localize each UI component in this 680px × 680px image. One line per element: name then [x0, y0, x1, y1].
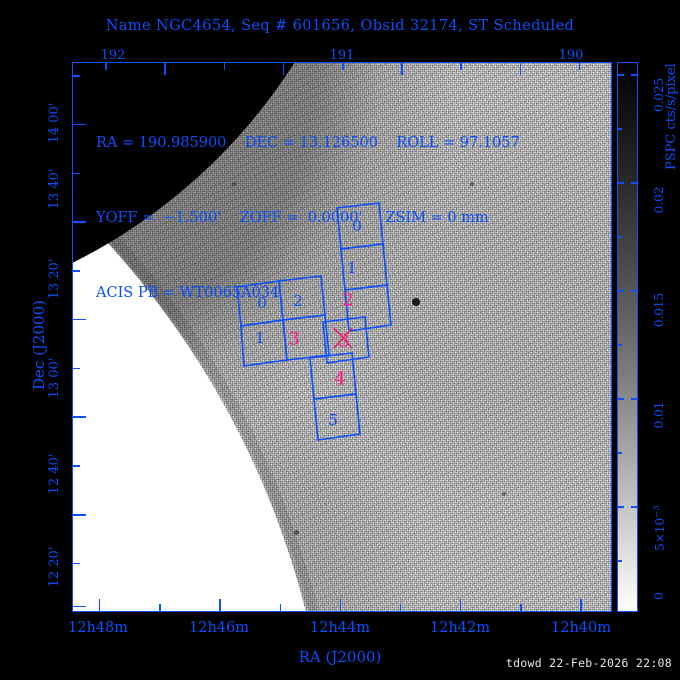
tick-top	[282, 63, 285, 75]
colorbar-tick-label: 0.015	[652, 292, 666, 328]
colorbar-tick	[631, 290, 638, 292]
top-tick-label: 192	[100, 48, 126, 63]
tick-bottom	[520, 604, 522, 611]
acis-i-chip-label-0: 0	[257, 294, 267, 312]
tick-bottom	[580, 599, 582, 611]
top-tick-label: 190	[558, 48, 584, 63]
point-source	[470, 182, 474, 186]
tick-bottom	[399, 604, 402, 611]
colorbar-tick	[617, 506, 624, 508]
colorbar-tick	[617, 128, 622, 130]
tick-left	[73, 605, 86, 608]
acis-s-chip-label-4: 4	[334, 368, 346, 390]
colorbar-tick-label: 0.02	[652, 186, 666, 214]
param-line-acis-pb: ACIS PB = WT0065A034	[96, 285, 280, 301]
tick-left	[73, 75, 80, 77]
colorbar-tick	[617, 398, 624, 400]
tick-bottom	[98, 599, 101, 611]
colorbar-tick-exponent: −3	[652, 505, 662, 518]
tick-top	[460, 63, 462, 70]
tick-top	[223, 63, 226, 70]
bottom-tick-label: 12h48m	[68, 620, 128, 636]
colorbar-tick-label: 0.01	[652, 401, 666, 429]
bottom-tick-label: 12h44m	[310, 620, 370, 636]
left-tick-label: 14 00'	[47, 102, 62, 144]
point-source	[294, 530, 299, 535]
bottom-tick-label: 12h46m	[189, 620, 249, 636]
colorbar-tick	[631, 182, 638, 184]
param-line-ra-dec-roll: RA = 190.985900 DEC = 13.126500 ROLL = 9…	[96, 135, 520, 151]
tick-top	[401, 63, 403, 75]
colorbar-tick	[617, 560, 622, 562]
tick-left	[73, 465, 80, 467]
tick-bottom	[459, 599, 462, 611]
left-tick-label: 12 20'	[47, 546, 62, 588]
x-axis-label: RA (J2000)	[298, 648, 382, 666]
tick-top	[164, 63, 166, 75]
colorbar-tick	[617, 182, 624, 184]
tick-left	[73, 562, 80, 565]
tick-left	[73, 123, 86, 126]
tick-left	[73, 270, 80, 272]
bottom-tick-label: 12h42m	[430, 620, 490, 636]
sky-image-plot[interactable]: RA = 190.985900 DEC = 13.126500 ROLL = 9…	[72, 62, 612, 612]
left-tick-label: 13 40'	[47, 168, 62, 210]
colorbar-tick-mantissa: 5×10	[653, 517, 667, 551]
acis-s-chip-label-2: 2	[342, 289, 354, 311]
colorbar-tick	[631, 74, 638, 76]
tick-top	[519, 63, 522, 75]
tick-left	[73, 221, 86, 223]
tick-top	[342, 63, 344, 70]
observation-parameters: RA = 190.985900 DEC = 13.126500 ROLL = 9…	[96, 81, 520, 356]
tick-top	[578, 63, 581, 70]
pspc-sky-image	[73, 63, 611, 611]
y-axis-label: Dec (J2000)	[30, 300, 48, 390]
acis-s-chip-label-3: 3	[338, 330, 350, 352]
bottom-tick-label: 12h40m	[551, 620, 611, 636]
tick-top	[105, 63, 107, 70]
acis-i-chip-label-1: 1	[255, 329, 265, 347]
tick-bottom	[159, 604, 161, 611]
acis-i-chip-label-2: 2	[293, 292, 303, 310]
tick-left	[73, 416, 86, 418]
tick-left	[73, 514, 86, 516]
acis-s-chip-label-0: 0	[352, 217, 362, 235]
point-source	[412, 298, 420, 306]
acis-s-chip-label-5: 5	[328, 411, 338, 429]
colorbar-tick-label: 5×10−3	[652, 505, 667, 551]
left-tick-label: 13 20'	[47, 258, 62, 300]
point-source	[502, 492, 506, 496]
left-tick-label: 13 00'	[47, 357, 62, 399]
tick-left	[73, 318, 86, 321]
acis-s-chip-label-1: 1	[347, 259, 357, 277]
colorbar-tick	[631, 398, 638, 400]
colorbar-tick	[617, 236, 622, 238]
tick-left	[73, 172, 80, 175]
tick-bottom	[279, 604, 282, 611]
colorbar-tick	[617, 290, 624, 292]
tick-bottom	[339, 599, 342, 611]
page-title: Name NGC4654, Seq # 601656, Obsid 32174,…	[105, 18, 575, 34]
acis-i-chip-label-3: 3	[288, 328, 300, 350]
colorbar-tick	[617, 344, 622, 346]
colorbar-tick	[617, 452, 622, 454]
tick-left	[73, 367, 80, 370]
left-tick-label: 12 40'	[47, 453, 62, 495]
tick-bottom	[219, 599, 221, 611]
colorbar-tick	[617, 74, 624, 76]
footer-timestamp: tdowd 22-Feb-2026 22:08	[505, 656, 672, 670]
colorbar	[617, 62, 638, 612]
point-source	[232, 182, 236, 186]
colorbar-tick-label: 0	[652, 592, 666, 600]
colorbar-title: PSPC cts/s/pixel	[664, 63, 679, 170]
colorbar-tick	[631, 506, 638, 508]
top-tick-label: 191	[329, 48, 355, 63]
param-line-yoff-zoff-zsim: YOFF = −1.500' ZOFF = 0.0000' ZSIM = 0 m…	[96, 210, 489, 226]
